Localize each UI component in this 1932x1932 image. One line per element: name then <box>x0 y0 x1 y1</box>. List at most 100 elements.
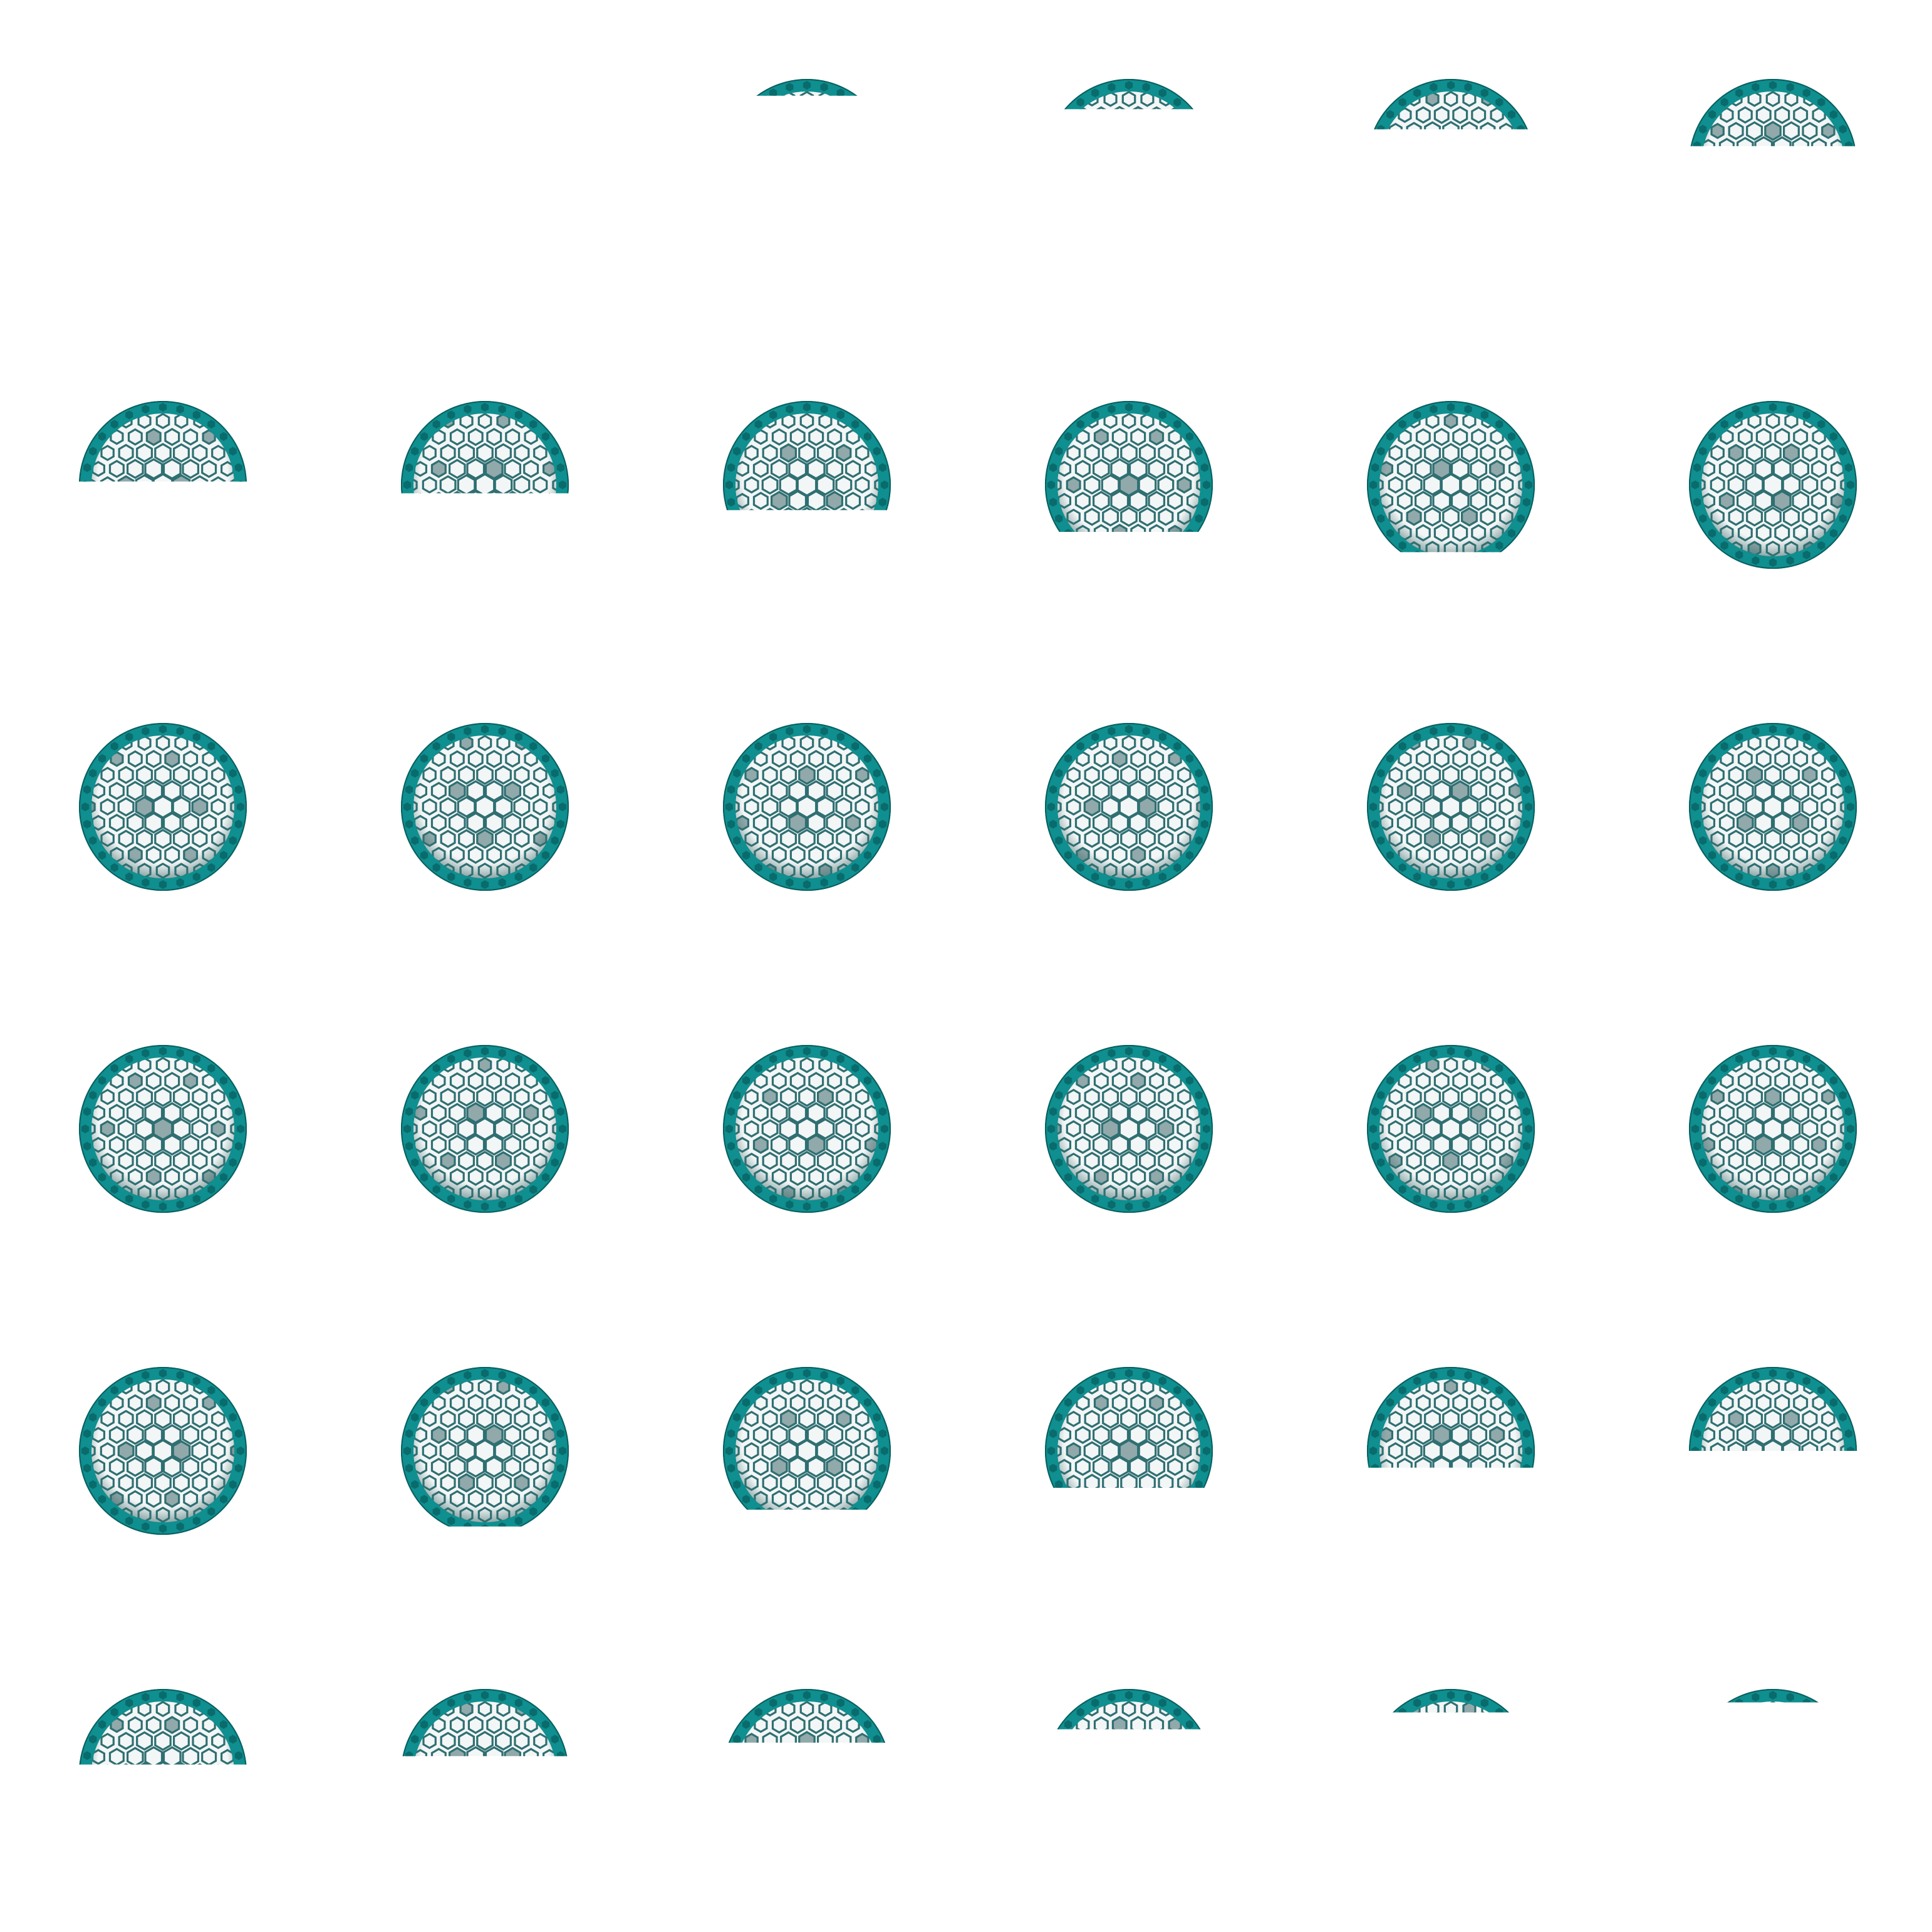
hex-cell <box>1491 204 1503 218</box>
rim-hex <box>551 1802 559 1811</box>
hex-cell <box>532 1442 548 1460</box>
rim-hex <box>1430 234 1437 243</box>
rim-hex <box>1049 497 1057 507</box>
hex-cell <box>1793 1780 1808 1797</box>
hex-cell <box>155 734 170 752</box>
rim-hex <box>1522 1429 1530 1438</box>
hex-cell <box>1471 170 1486 187</box>
hex-cell <box>1168 171 1182 187</box>
hex-cell <box>1711 1765 1724 1780</box>
hex-cell <box>154 1473 172 1493</box>
hex-cell <box>497 542 509 556</box>
hex-cell <box>1764 443 1782 463</box>
rim-hex <box>769 551 777 559</box>
rim-hex <box>498 727 506 736</box>
hex-cell <box>1802 122 1818 140</box>
lattice-sphere <box>728 1689 886 1826</box>
hex-cell <box>201 1136 217 1154</box>
rim-hex <box>1495 1507 1503 1516</box>
hex-cell <box>826 813 843 833</box>
hex-cell <box>192 444 208 462</box>
sprite-frame <box>0 644 322 966</box>
hex-cell <box>523 1426 539 1444</box>
hex-cell <box>1785 1830 1797 1844</box>
hex-cell <box>430 1104 447 1122</box>
sphere-rim <box>1374 79 1528 130</box>
rim-hex <box>1202 1446 1211 1455</box>
rim-hex <box>1049 141 1057 150</box>
hex-cell <box>1783 121 1800 141</box>
hex-cell <box>1821 444 1836 462</box>
hex-cell <box>1728 1764 1743 1781</box>
hex-cell <box>1500 155 1513 170</box>
rim-hex <box>235 498 242 507</box>
hex-cell <box>1149 1716 1165 1730</box>
hex-cell <box>1388 476 1403 494</box>
lattice-sphere <box>401 1367 569 1527</box>
rim-hex <box>786 1371 794 1380</box>
rim-hex <box>1091 1698 1099 1708</box>
hex-cell <box>808 1716 824 1734</box>
rim-hex <box>142 1693 150 1702</box>
hex-cell <box>201 814 217 832</box>
hex-cell <box>145 750 162 768</box>
hex-cell <box>439 797 457 817</box>
rim-hex <box>1720 98 1728 107</box>
rim-hex <box>403 802 412 811</box>
rim-hex <box>176 1049 184 1058</box>
sphere-rim <box>723 401 891 511</box>
rim-hex <box>1430 83 1438 92</box>
hex-cell <box>1472 1814 1485 1829</box>
rim-hex <box>529 541 537 550</box>
rim-hex <box>1200 819 1208 829</box>
lattice-sphere <box>1367 1367 1535 1516</box>
hex-cell <box>467 1168 484 1186</box>
rim-hex <box>1768 1691 1777 1700</box>
hex-cell <box>136 765 153 785</box>
hex-cell <box>782 542 794 556</box>
rim-hex <box>529 742 538 751</box>
hex-cell <box>460 542 472 556</box>
rim-hex <box>529 1507 538 1516</box>
hex-cell <box>1782 1118 1801 1140</box>
hex-cell <box>1452 106 1468 124</box>
hex-cell <box>780 1087 797 1107</box>
rim-hex <box>1369 158 1377 167</box>
hex-cell <box>127 428 143 446</box>
lattice-sphere <box>401 401 569 556</box>
hex-cell <box>93 494 105 508</box>
rim-hex <box>207 1829 215 1838</box>
rim-hex <box>742 1817 750 1826</box>
hex-cell <box>1764 765 1782 785</box>
hex-cell <box>212 1798 224 1812</box>
hex-cell <box>856 188 868 202</box>
hex-cell <box>1111 1394 1128 1412</box>
hex-cell <box>1399 1814 1411 1828</box>
rim-hex <box>464 1522 472 1527</box>
rim-hex <box>1185 432 1193 441</box>
rim-hex <box>1735 732 1743 742</box>
rim-hex <box>725 480 734 489</box>
hex-cell <box>771 459 788 479</box>
rim-hex <box>1413 88 1421 98</box>
hex-cell <box>781 1796 796 1813</box>
rim-hex <box>1524 480 1533 489</box>
rim-hex <box>725 1124 734 1133</box>
rim-hex <box>541 1398 549 1407</box>
rim-hex <box>1055 1802 1062 1811</box>
rim-hex <box>1465 556 1472 565</box>
hex-cell <box>138 1830 150 1844</box>
hex-cell <box>1086 543 1098 556</box>
hex-cell <box>754 139 768 155</box>
rim-hex <box>1399 1829 1406 1838</box>
hex-cell <box>1141 1830 1153 1844</box>
hex-cell <box>162 812 182 834</box>
hex-cell <box>458 1731 475 1751</box>
hex-cell <box>1159 187 1173 202</box>
frame-canvas <box>1367 1045 1535 1213</box>
hex-cell <box>201 782 217 800</box>
rim-hex <box>1446 81 1455 90</box>
rim-hex <box>1802 88 1810 98</box>
rim-hex <box>98 1495 106 1504</box>
hex-cell <box>1481 1475 1495 1490</box>
